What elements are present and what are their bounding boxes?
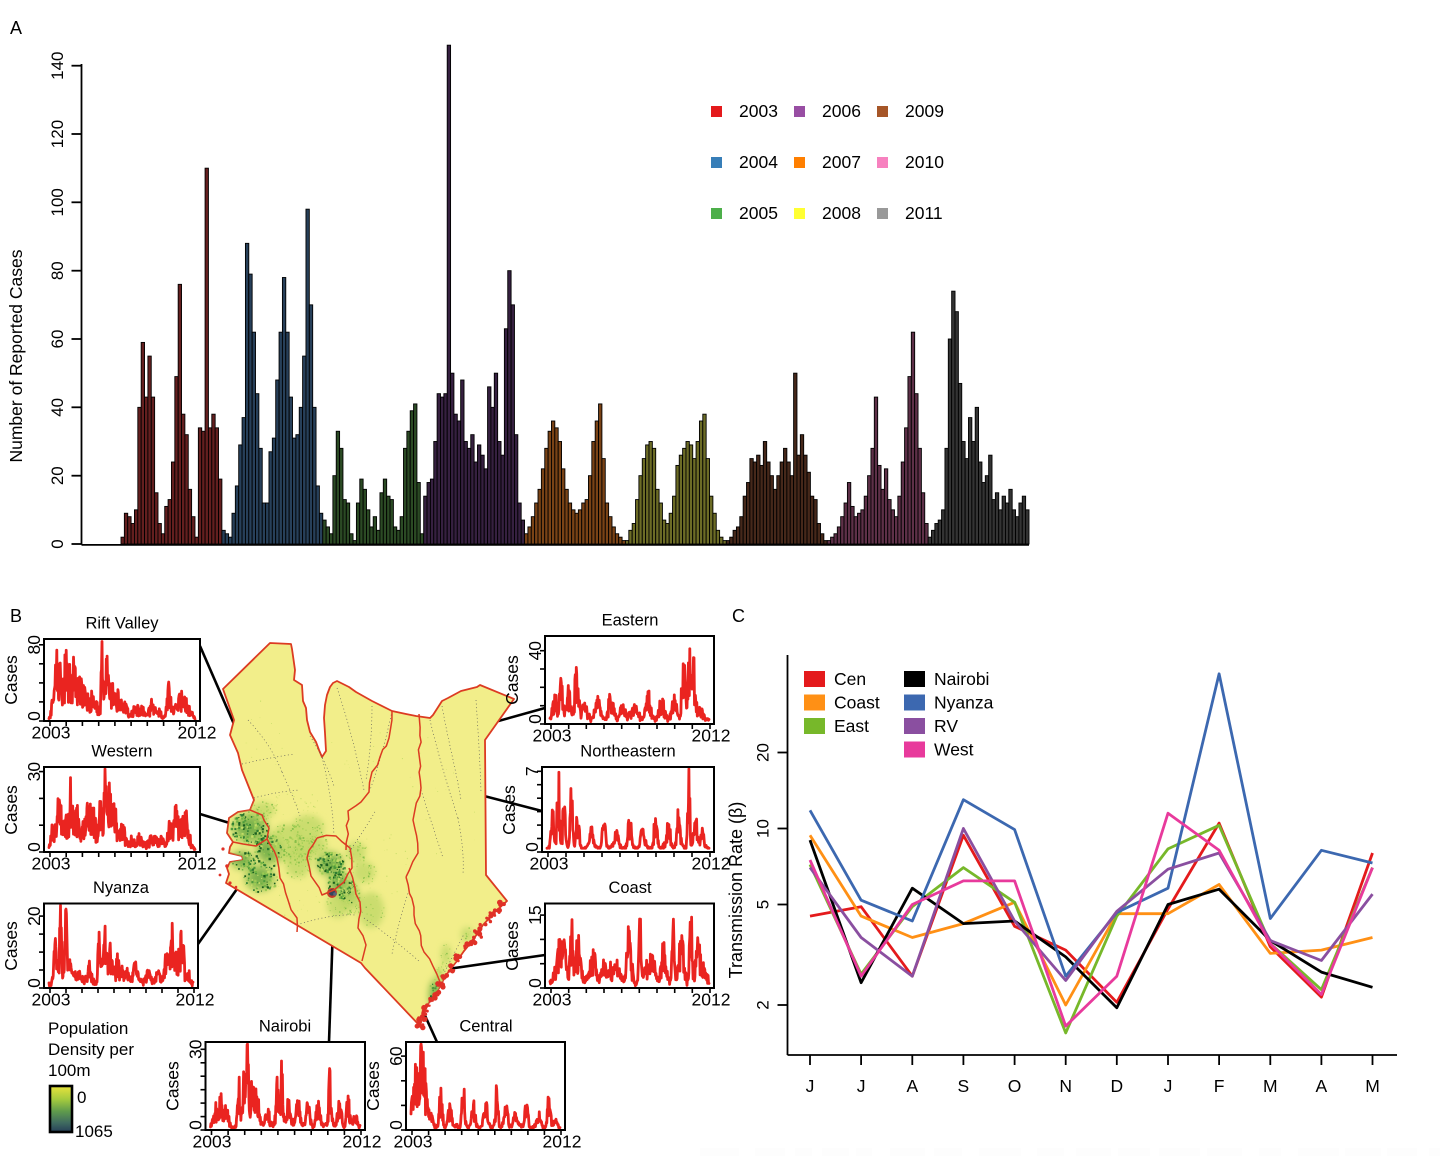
- svg-text:60: 60: [48, 330, 67, 349]
- svg-text:0: 0: [24, 842, 44, 852]
- svg-text:15: 15: [525, 905, 545, 924]
- svg-text:40: 40: [525, 641, 545, 661]
- svg-text:2003: 2003: [533, 726, 572, 746]
- svg-text:M: M: [1263, 1076, 1278, 1096]
- svg-text:0: 0: [525, 714, 545, 724]
- svg-text:Nyanza: Nyanza: [93, 879, 150, 897]
- svg-text:2012: 2012: [178, 723, 217, 743]
- svg-text:Density per: Density per: [48, 1040, 134, 1059]
- svg-text:0: 0: [24, 978, 44, 988]
- svg-text:1065: 1065: [75, 1122, 113, 1141]
- svg-text:2003: 2003: [739, 101, 778, 121]
- svg-text:2012: 2012: [343, 1132, 382, 1152]
- svg-text:20: 20: [754, 743, 773, 762]
- svg-text:B: B: [10, 606, 22, 626]
- svg-text:40: 40: [48, 398, 67, 417]
- svg-text:C: C: [732, 606, 745, 626]
- svg-text:Cases: Cases: [1, 785, 21, 835]
- svg-text:Coast: Coast: [834, 693, 880, 713]
- svg-text:0: 0: [77, 1088, 86, 1107]
- svg-text:A: A: [10, 18, 22, 38]
- svg-text:J: J: [806, 1076, 815, 1096]
- svg-text:N: N: [1059, 1076, 1072, 1096]
- svg-text:2012: 2012: [178, 854, 217, 874]
- svg-text:140: 140: [48, 52, 67, 80]
- svg-text:2009: 2009: [905, 101, 944, 121]
- svg-text:2003: 2003: [32, 723, 71, 743]
- svg-text:A: A: [1316, 1076, 1328, 1096]
- svg-text:2003: 2003: [32, 854, 71, 874]
- svg-text:2003: 2003: [533, 990, 572, 1010]
- svg-text:Cases: Cases: [1, 921, 21, 971]
- svg-text:20: 20: [48, 466, 67, 485]
- svg-text:Rift Valley: Rift Valley: [85, 615, 159, 633]
- svg-text:2006: 2006: [822, 101, 861, 121]
- svg-text:7: 7: [522, 766, 542, 776]
- svg-text:30: 30: [186, 1039, 206, 1059]
- svg-text:Western: Western: [91, 743, 152, 761]
- svg-text:Cases: Cases: [502, 655, 522, 705]
- svg-text:Cases: Cases: [363, 1061, 383, 1111]
- svg-text:2008: 2008: [822, 203, 861, 223]
- svg-text:Cases: Cases: [163, 1061, 183, 1111]
- svg-text:0: 0: [48, 539, 67, 548]
- svg-text:20: 20: [24, 906, 44, 926]
- svg-text:Cen: Cen: [834, 669, 866, 689]
- svg-text:J: J: [1164, 1076, 1173, 1096]
- svg-text:Cases: Cases: [499, 785, 519, 835]
- svg-text:0: 0: [186, 1120, 206, 1130]
- svg-text:10: 10: [754, 819, 773, 838]
- svg-text:D: D: [1110, 1076, 1123, 1096]
- svg-text:S: S: [958, 1076, 970, 1096]
- svg-text:100: 100: [48, 188, 67, 216]
- svg-text:Cases: Cases: [1, 655, 21, 705]
- svg-text:2012: 2012: [543, 1132, 582, 1152]
- svg-text:M: M: [1365, 1076, 1380, 1096]
- svg-text:60: 60: [386, 1046, 406, 1066]
- svg-text:0: 0: [525, 978, 545, 988]
- svg-text:O: O: [1008, 1076, 1022, 1096]
- svg-text:2004: 2004: [739, 152, 778, 172]
- svg-text:0: 0: [522, 842, 542, 852]
- svg-text:A: A: [906, 1076, 918, 1096]
- svg-text:Population: Population: [48, 1019, 128, 1038]
- svg-text:Eastern: Eastern: [602, 612, 659, 630]
- svg-text:80: 80: [24, 635, 44, 655]
- svg-text:2012: 2012: [176, 990, 215, 1010]
- svg-text:Northeastern: Northeastern: [580, 743, 675, 761]
- svg-text:2: 2: [754, 1000, 773, 1009]
- svg-text:80: 80: [48, 261, 67, 280]
- svg-text:2003: 2003: [32, 990, 71, 1010]
- svg-text:Central: Central: [459, 1018, 512, 1036]
- svg-text:J: J: [857, 1076, 866, 1096]
- svg-text:Coast: Coast: [608, 879, 652, 897]
- svg-text:2010: 2010: [905, 152, 944, 172]
- svg-text:Cases: Cases: [502, 921, 522, 971]
- svg-text:2003: 2003: [394, 1132, 433, 1152]
- svg-text:Nairobi: Nairobi: [259, 1018, 311, 1036]
- svg-text:F: F: [1214, 1076, 1225, 1096]
- svg-text:East: East: [834, 716, 869, 736]
- svg-text:30: 30: [24, 762, 44, 782]
- svg-text:Number of Reported Cases: Number of Reported Cases: [6, 249, 26, 462]
- svg-text:West: West: [934, 740, 974, 760]
- svg-text:Nyanza: Nyanza: [934, 693, 994, 713]
- svg-text:2003: 2003: [193, 1132, 232, 1152]
- svg-text:5: 5: [754, 900, 773, 909]
- svg-text:2012: 2012: [692, 854, 731, 874]
- svg-text:RV: RV: [934, 716, 958, 736]
- svg-text:Nairobi: Nairobi: [934, 669, 989, 689]
- svg-text:0: 0: [24, 711, 44, 721]
- svg-text:0: 0: [386, 1120, 406, 1130]
- svg-text:2005: 2005: [739, 203, 778, 223]
- svg-text:2012: 2012: [692, 726, 731, 746]
- svg-text:2003: 2003: [530, 854, 569, 874]
- svg-text:100m: 100m: [48, 1061, 91, 1080]
- svg-text:2007: 2007: [822, 152, 861, 172]
- svg-text:120: 120: [48, 120, 67, 148]
- svg-text:2012: 2012: [692, 990, 731, 1010]
- svg-text:Transmission Rate (β): Transmission Rate (β): [726, 802, 746, 979]
- svg-text:2011: 2011: [905, 203, 943, 223]
